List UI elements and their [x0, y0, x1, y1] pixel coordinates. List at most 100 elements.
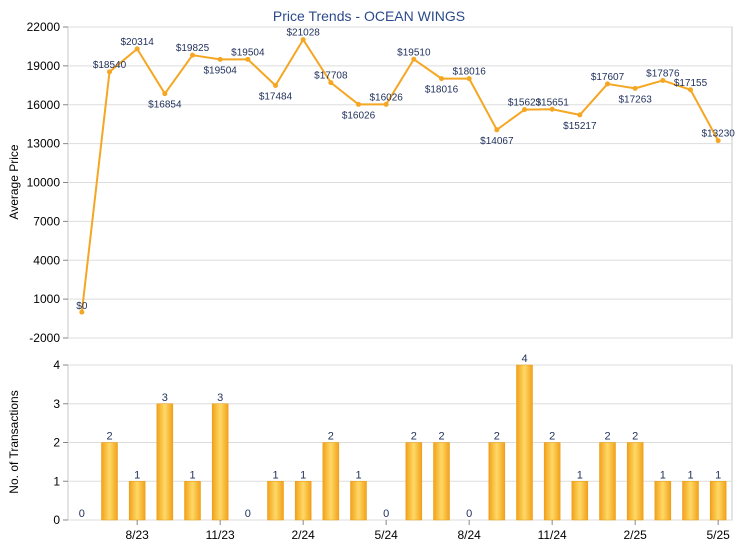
- transactions-bar: [626, 442, 644, 521]
- transactions-bar: [516, 364, 533, 521]
- price-data-label: $19825: [176, 43, 210, 54]
- price-data-point: [577, 112, 583, 118]
- transactions-bar: [128, 481, 146, 521]
- price-data-label: $19504: [203, 65, 237, 76]
- price-data-label: $18016: [425, 85, 459, 96]
- price-data-point: [190, 52, 195, 58]
- price-y-tick-label: 16000: [27, 98, 61, 112]
- transactions-y-tick-label: 2: [53, 436, 60, 450]
- price-y-axis-title: Average Price: [7, 144, 21, 219]
- price-line-chart: -2000 1000 4000 7000 10000 13000 16000 19000 220…: [27, 20, 736, 345]
- transactions-bar: [543, 442, 561, 521]
- price-data-point: [439, 76, 444, 82]
- transactions-bar: [599, 442, 616, 521]
- price-data-label: $16026: [369, 92, 403, 103]
- chart-title: Price Trends - OCEAN WINGS: [273, 8, 465, 24]
- price-series-line: [80, 38, 720, 313]
- price-data-label: $17876: [646, 68, 680, 79]
- x-axis-tick-label: 8/23: [125, 528, 149, 542]
- transactions-bar-label: 1: [355, 469, 361, 481]
- transactions-bar: [433, 442, 450, 521]
- price-data-point: [383, 101, 389, 107]
- transactions-bar: [682, 481, 699, 521]
- x-axis-tick-label: 2/24: [291, 528, 315, 542]
- price-data-point: [494, 127, 500, 133]
- transactions-bar-label: 1: [134, 469, 140, 481]
- transactions-bar-label: 1: [272, 469, 278, 481]
- price-data-label: $17708: [314, 71, 348, 82]
- transactions-y-tick-label: 4: [53, 358, 60, 372]
- price-data-label: $16854: [148, 100, 182, 111]
- price-data-label: $16026: [342, 110, 376, 121]
- transactions-bar-chart: 0 1 2 3 4 0 2 1 3 1 3 0 1 1 2 1 0 2 2 0 2 4 2 1 2 2 1 1 1 8/23 11/23 2/…: [53, 353, 733, 542]
- transactions-bar-label: 2: [549, 431, 555, 443]
- price-data-point: [245, 56, 251, 62]
- price-data-point: [356, 101, 361, 107]
- price-y-tick-label: 10000: [27, 176, 61, 190]
- price-data-label: $21028: [286, 28, 320, 39]
- transactions-y-axis-title: No. of Transactions: [7, 390, 21, 493]
- transactions-bar: [101, 442, 118, 521]
- price-data-point: [605, 81, 610, 87]
- transactions-bar: [294, 481, 312, 521]
- price-data-point: [715, 138, 721, 144]
- price-data-label: $13230: [701, 129, 735, 140]
- transactions-bar-label: 1: [715, 469, 721, 481]
- price-data-point: [107, 69, 112, 75]
- transactions-bar-label: 0: [79, 508, 85, 520]
- price-data-label: $18016: [452, 67, 486, 78]
- price-data-point: [300, 37, 306, 43]
- price-data-point: [217, 56, 223, 62]
- transactions-bar-label: 1: [577, 469, 583, 481]
- price-data-point: [522, 107, 527, 113]
- transactions-bar-label: 1: [189, 469, 195, 481]
- x-axis-tick-label: 5/24: [374, 528, 398, 542]
- price-data-label: $19504: [231, 47, 265, 58]
- transactions-bar-label: 2: [494, 431, 500, 443]
- transactions-bar-label: 0: [245, 508, 251, 520]
- price-data-point: [411, 56, 417, 62]
- price-data-label: $19510: [397, 47, 431, 58]
- price-data-point: [79, 309, 85, 315]
- price-data-point: [632, 85, 638, 91]
- price-data-label: $17155: [674, 78, 708, 89]
- price-y-tick-label: 13000: [27, 137, 61, 151]
- price-y-tick-label: 4000: [33, 253, 60, 267]
- transactions-bar-label: 0: [466, 508, 472, 520]
- transactions-bar-label: 2: [106, 431, 112, 443]
- x-axis-tick-label: 11/24: [538, 528, 567, 542]
- price-data-label: $15623: [508, 98, 542, 109]
- price-data-label: $17607: [591, 72, 625, 83]
- transactions-bar: [405, 442, 423, 521]
- transactions-bar-label: 1: [687, 469, 693, 481]
- price-y-tick-label: 22000: [27, 20, 61, 34]
- price-data-label: $17484: [259, 92, 293, 103]
- price-data-point: [549, 106, 555, 112]
- price-data-label: $20314: [120, 37, 154, 48]
- transactions-bar: [709, 481, 727, 521]
- price-data-label: $15651: [535, 97, 569, 108]
- transactions-bar-label: 2: [604, 431, 610, 443]
- transactions-y-tick-label: 3: [53, 397, 60, 411]
- x-axis-tick-label: 11/23: [206, 528, 235, 542]
- transactions-bar-label: 2: [438, 431, 444, 443]
- transactions-bar-label: 1: [660, 469, 666, 481]
- transactions-bar: [322, 442, 340, 521]
- price-data-point: [466, 76, 472, 82]
- price-data-label: $14067: [480, 136, 514, 147]
- price-y-tick-label: 7000: [33, 214, 60, 228]
- price-data-label: $17263: [618, 94, 652, 105]
- transactions-bar-label: 2: [632, 431, 638, 443]
- transactions-bar: [488, 442, 506, 521]
- x-axis-tick-label: 2/25: [623, 528, 647, 542]
- transactions-bar-label: 0: [383, 508, 389, 520]
- transactions-bar: [184, 481, 201, 521]
- transactions-bar: [211, 403, 229, 521]
- price-data-point: [688, 87, 693, 93]
- price-y-tick-label: 1000: [33, 292, 60, 306]
- transactions-bar: [350, 481, 367, 521]
- transactions-y-tick-label: 1: [53, 474, 60, 488]
- transactions-bar: [654, 481, 672, 521]
